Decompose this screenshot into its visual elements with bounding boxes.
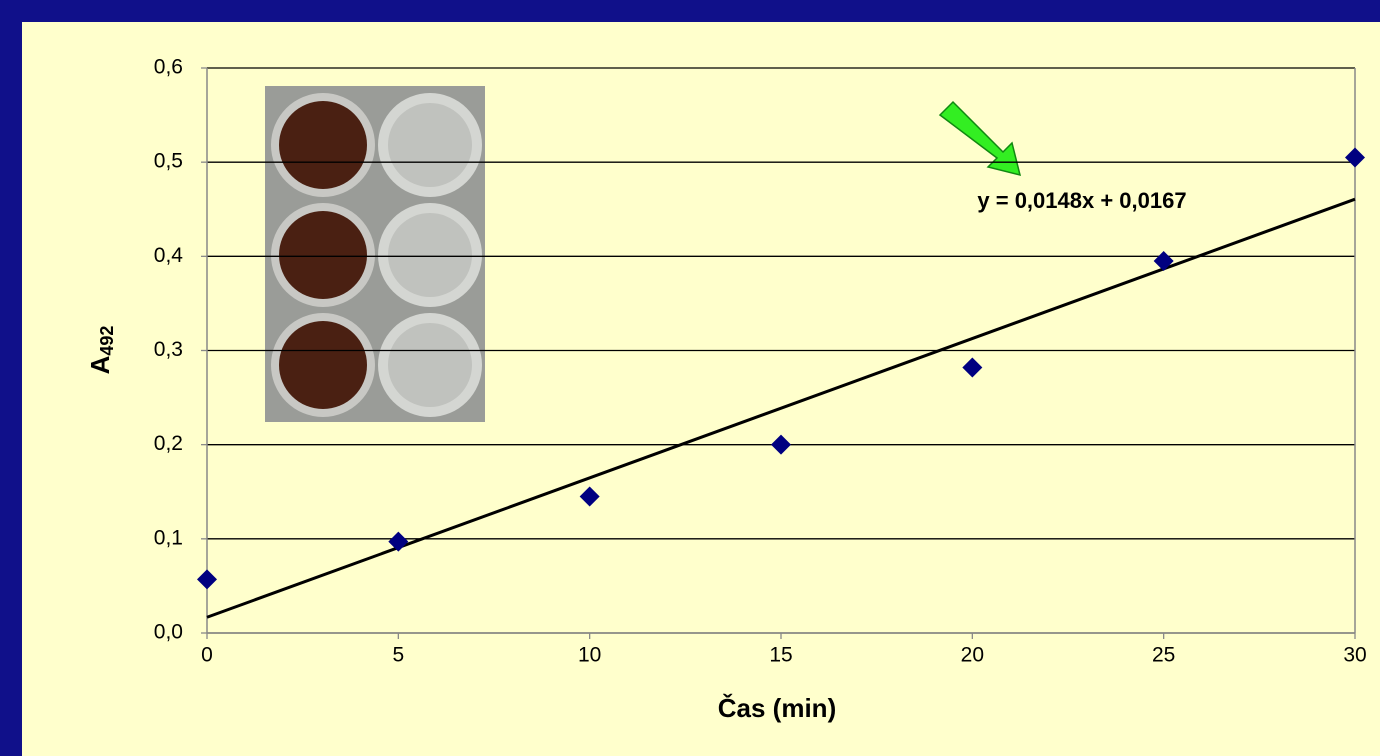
photo-inset <box>265 86 485 422</box>
y-tick-label: 0,4 <box>154 244 184 267</box>
y-tick-label: 0,1 <box>154 526 183 549</box>
y-axis-label-subscript: 492 <box>97 326 117 356</box>
x-axis-label: Čas (min) <box>718 693 836 723</box>
x-tick-label: 5 <box>392 644 404 667</box>
y-tick-label: 0,3 <box>154 338 183 361</box>
y-tick-label: 0,5 <box>154 150 183 173</box>
x-tick-label: 30 <box>1343 644 1366 667</box>
y-tick-label: 0,2 <box>154 432 183 455</box>
x-tick-label: 10 <box>578 644 601 667</box>
y-tick-label: 0,0 <box>154 621 183 644</box>
x-tick-label: 25 <box>1152 644 1175 667</box>
x-tick-label: 15 <box>769 644 792 667</box>
y-tick-label: 0,6 <box>154 56 183 79</box>
y-axis-label-main: A <box>85 355 115 374</box>
x-tick-label: 0 <box>201 644 213 667</box>
trendline-label: y = 0,0148x + 0,0167 <box>977 188 1186 213</box>
x-tick-label: 20 <box>961 644 984 667</box>
chart-background <box>22 22 1380 756</box>
chart: 0,0 0,1 0,2 0,3 0,4 0,5 0,6 0 5 10 15 20 25 30 y = 0,0… <box>0 0 1380 756</box>
